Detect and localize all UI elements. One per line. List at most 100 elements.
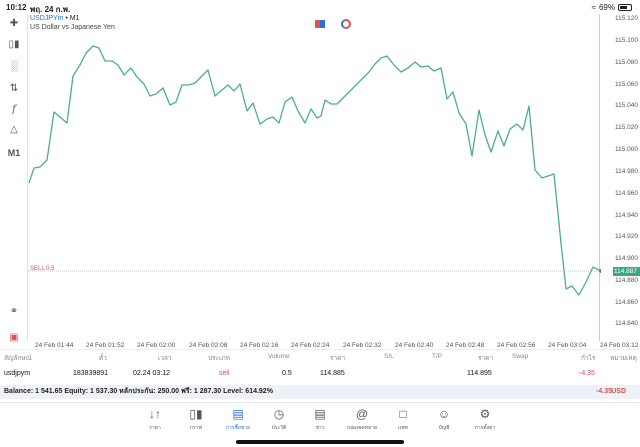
row-time: 02.24 03:12 — [133, 370, 170, 377]
col-symbol[interactable]: สัญลักษณ์ — [4, 355, 32, 362]
col-time[interactable]: เวลา — [158, 355, 172, 362]
home-indicator[interactable] — [236, 440, 404, 444]
col-price[interactable]: ราคา — [478, 355, 494, 362]
x-tick: 24 Feb 01:52 — [86, 342, 125, 349]
flag-icon[interactable] — [315, 20, 325, 28]
table-row[interactable]: usdjpym 183839891 02.24 03:12 sell 0.5 1… — [0, 370, 640, 382]
x-tick: 24 Feb 02:00 — [137, 342, 176, 349]
status-bar: 10:12 พฤ. 24 ก.พ. ≈ 69% — [0, 0, 640, 14]
x-tick: 24 Feb 02:16 — [240, 342, 279, 349]
status-date: พฤ. 24 ก.พ. — [30, 5, 71, 14]
nav-label: กล่องจดหมาย — [346, 425, 378, 431]
x-tick: 24 Feb 01:44 — [35, 342, 74, 349]
chart-title-sep: • — [63, 15, 70, 22]
nav-trade[interactable]: ▤ การซื้อขาย — [218, 407, 258, 432]
x-tick: 24 Feb 03:04 — [548, 342, 587, 349]
y-tick: 115.000 — [615, 146, 639, 153]
nav-label: การตั้งค่า — [474, 425, 496, 431]
account-summary: Balance: 1 541.65 Equity: 1 537.30 หลักป… — [0, 385, 640, 399]
x-tick: 24 Feb 02:56 — [497, 342, 536, 349]
summary-text: Balance: 1 541.65 Equity: 1 537.30 หลักป… — [4, 388, 273, 395]
current-price-tag: 114.887 — [613, 267, 640, 276]
nav-charts[interactable]: ▯▮ กราฟ — [176, 407, 216, 432]
one-click-trading-icon[interactable]: ▣ — [9, 332, 19, 343]
y-tick: 115.060 — [615, 81, 639, 88]
orders-table-header: สัญลักษณ์ ตั๋ว เวลา ประเภท Volume ราคา S… — [0, 353, 640, 363]
row-current-price: 114.895 — [467, 370, 492, 377]
y-tick: 114.980 — [615, 168, 639, 175]
col-swap[interactable]: Swap — [512, 353, 529, 360]
col-comment[interactable]: หมายเหตุ — [610, 355, 637, 362]
nav-label: ข่าว — [315, 425, 325, 431]
status-right: ≈ 69% — [592, 3, 632, 12]
nav-mailbox[interactable]: @ กล่องจดหมาย — [342, 407, 382, 432]
timeframe-button[interactable]: M1 — [7, 148, 21, 158]
nav-label: การซื้อขาย — [225, 425, 251, 431]
y-tick: 115.040 — [615, 102, 639, 109]
y-tick: 114.860 — [615, 299, 639, 306]
chart-area[interactable] — [27, 14, 601, 341]
summary-profit: -4.35 — [596, 388, 612, 395]
x-tick: 24 Feb 02:24 — [291, 342, 330, 349]
settings-sliders-icon[interactable]: ⇅ — [9, 83, 19, 94]
nav-label: กราฟ — [189, 425, 203, 431]
price-axis[interactable]: 115.120 115.100 115.080 115.060 115.040 … — [600, 14, 640, 341]
x-tick: 24 Feb 02:08 — [189, 342, 228, 349]
y-tick: 114.840 — [615, 320, 639, 327]
y-tick: 114.880 — [615, 277, 639, 284]
row-ticket: 183839891 — [73, 370, 109, 377]
summary-currency: USD — [611, 388, 626, 395]
chat-icon: □ — [399, 407, 407, 421]
y-tick: 114.920 — [615, 233, 639, 240]
objects-shapes-icon[interactable]: △ — [10, 124, 18, 135]
wifi-icon: ≈ — [591, 3, 596, 12]
row-open-price: 114.885 — [320, 370, 345, 377]
x-tick: 24 Feb 02:48 — [446, 342, 485, 349]
y-tick: 115.020 — [615, 124, 639, 131]
y-tick: 114.940 — [615, 212, 639, 219]
nav-chat[interactable]: □ แชท — [383, 407, 423, 432]
news-icon: ▤ — [314, 407, 326, 421]
row-type: sell — [219, 370, 230, 377]
trade-chart-icon: ▤ — [232, 407, 244, 421]
quotes-arrows-icon: ↓↑ — [149, 407, 161, 421]
chart-title: USDJPYm • M1 — [30, 15, 80, 22]
status-time: 10:12 — [6, 3, 27, 12]
col-profit[interactable]: กำไร — [581, 355, 596, 362]
col-open-price[interactable]: ราคา — [330, 355, 346, 362]
x-tick: 24 Feb 02:40 — [395, 342, 434, 349]
y-tick: 115.080 — [615, 59, 639, 66]
chart-timeframe: M1 — [69, 15, 80, 22]
x-tick: 24 Feb 02:32 — [343, 342, 382, 349]
bottom-nav: ↓↑ ราคา ▯▮ กราฟ ▤ การซื้อขาย ◷ ประวัติ ▤ ข่าว… — [0, 402, 640, 447]
crosshair-icon[interactable]: ✚ — [9, 18, 19, 29]
settings-gear-icon: ⚙ — [479, 407, 491, 421]
col-sl[interactable]: S/L — [384, 353, 394, 360]
function-icon[interactable]: f — [12, 104, 16, 115]
col-tp[interactable]: T/P — [432, 353, 443, 360]
nav-news[interactable]: ▤ ข่าว — [300, 407, 340, 432]
y-tick: 114.960 — [615, 190, 639, 197]
chart-description: US Dollar vs Japanese Yen — [30, 24, 115, 31]
sell-order-label[interactable]: SELL 0.5 — [30, 266, 55, 272]
row-symbol: usdjpym — [4, 370, 31, 377]
nav-history[interactable]: ◷ ประวัติ — [259, 407, 299, 432]
zoom-chart-icon[interactable]: ⚭ — [9, 306, 19, 317]
history-clock-icon: ◷ — [273, 407, 285, 421]
time-axis[interactable]: 24 Feb 01:44 24 Feb 01:52 24 Feb 02:00 2… — [0, 341, 640, 350]
candles-chart-type-icon[interactable]: ▯▮ — [8, 39, 20, 50]
y-tick: 114.900 — [615, 255, 639, 262]
nav-settings[interactable]: ⚙ การตั้งค่า — [465, 407, 505, 432]
indicators-icon[interactable]: ░ — [10, 61, 18, 72]
col-volume[interactable]: Volume — [268, 353, 290, 360]
col-type[interactable]: ประเภท — [208, 355, 230, 362]
row-profit: -4.35 — [579, 370, 595, 377]
col-ticket[interactable]: ตั๋ว — [99, 355, 107, 362]
nav-account[interactable]: ☺ บัญชี — [424, 407, 464, 432]
chart-symbol[interactable]: USDJPYm — [30, 15, 64, 22]
nav-label: บัญชี — [438, 425, 450, 431]
y-tick: 115.100 — [615, 37, 639, 44]
left-toolbar: ✚ ▯▮ ░ ⇅ f △ M1 ⚭ ▣ — [0, 14, 27, 343]
trade-toggle-icon[interactable] — [341, 19, 351, 29]
nav-quotes[interactable]: ↓↑ ราคา — [135, 407, 175, 432]
